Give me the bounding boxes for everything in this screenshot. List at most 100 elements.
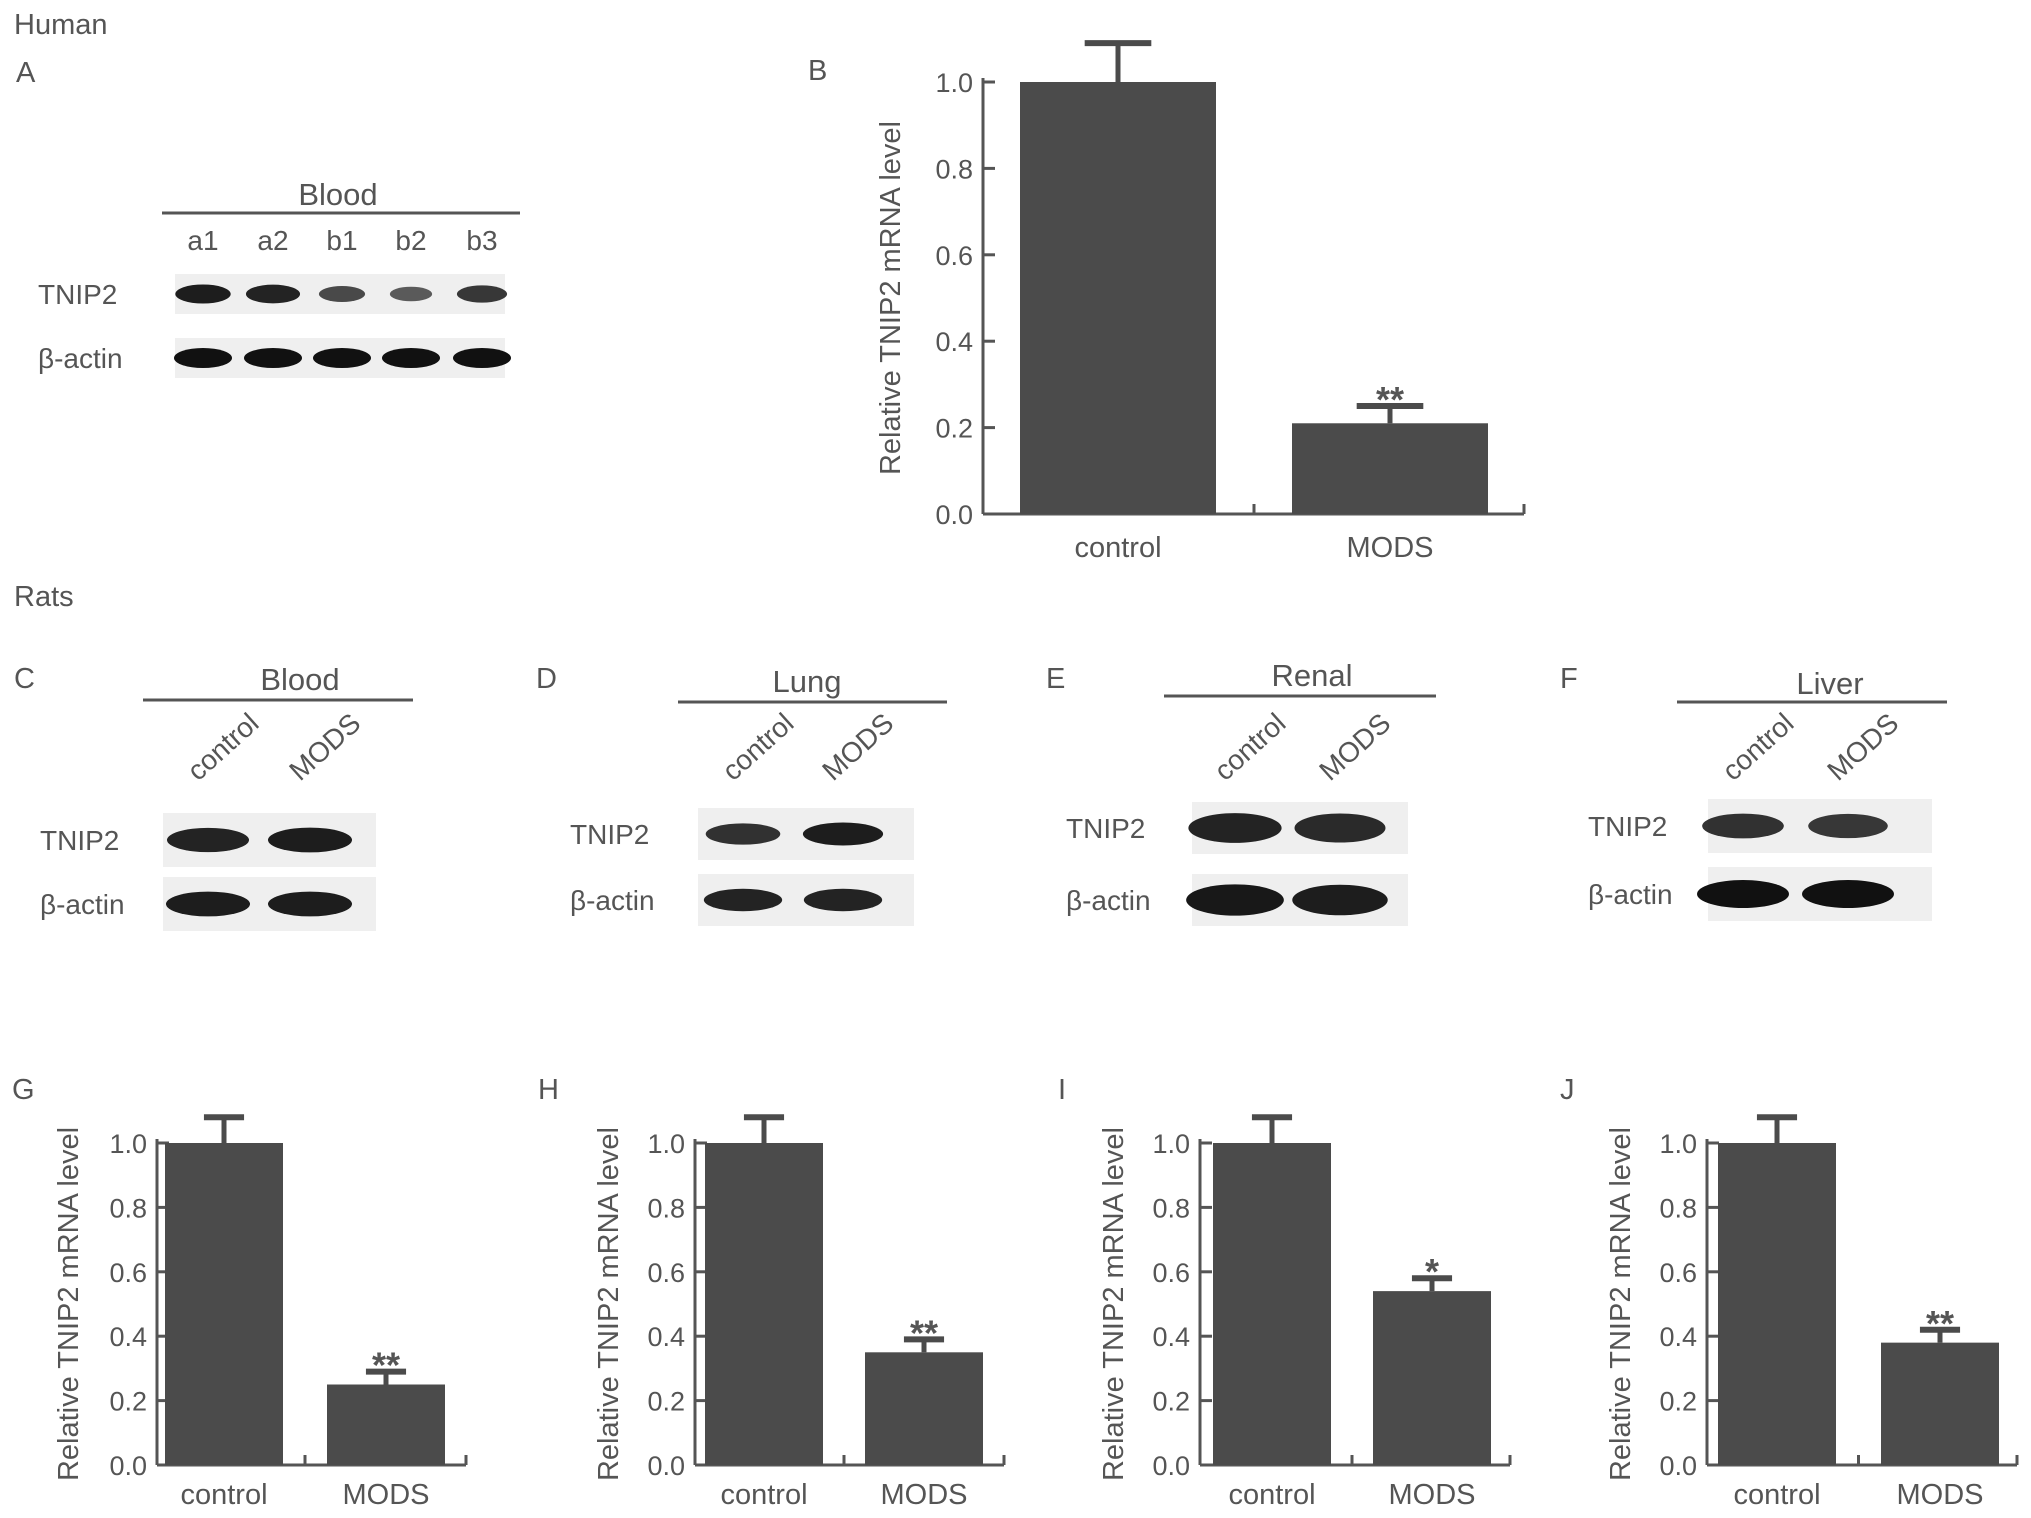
blot-tissue-label: Blood — [260, 662, 339, 697]
panel-letter: G — [12, 1074, 35, 1106]
y-tick-label: 0.4 — [1152, 1322, 1190, 1352]
bar-chart-j: J 0.0 0.2 0.4 0.6 0.8 1.0 Relative TNIP2 mRNA l… — [1560, 1074, 2019, 1511]
blot-band — [1186, 884, 1284, 916]
lane-label: control — [181, 707, 264, 786]
lane-label: b3 — [466, 225, 497, 256]
y-tick-label: 0.6 — [109, 1258, 147, 1288]
blot-band — [165, 891, 251, 917]
y-tick-label: 0.8 — [109, 1193, 147, 1223]
panel-letter: I — [1058, 1074, 1066, 1106]
blot-band — [174, 348, 232, 368]
x-category-label: control — [1733, 1479, 1820, 1511]
lane-label: b1 — [326, 225, 357, 256]
y-tick-label: 0.2 — [1659, 1387, 1697, 1417]
lane-label: control — [1716, 707, 1799, 786]
bar-mods — [1292, 423, 1488, 514]
blot-tissue-label: Renal — [1272, 658, 1353, 693]
y-tick-label: 0.4 — [935, 327, 973, 357]
bar-mods — [1881, 1342, 1999, 1465]
y-tick-label: 0.0 — [1659, 1451, 1697, 1481]
panel-letter: H — [538, 1074, 559, 1106]
blot-band — [267, 827, 353, 853]
lane-label: b2 — [395, 225, 426, 256]
x-category-label: MODS — [881, 1479, 968, 1511]
blot-panel-c: C Blood control MODS TNIP2 β-actin — [14, 662, 413, 931]
blot-band — [166, 827, 250, 853]
y-tick-label: 0.6 — [1659, 1258, 1697, 1288]
x-category-label: control — [1228, 1479, 1315, 1511]
bar-control — [1020, 82, 1216, 514]
y-tick-label: 0.6 — [647, 1258, 685, 1288]
blot-band — [267, 891, 353, 917]
y-tick-label: 1.0 — [1152, 1129, 1190, 1159]
lane-label: control — [1208, 707, 1291, 786]
blot-band — [456, 285, 508, 303]
row-label: β-actin — [570, 885, 655, 916]
bar-mods — [327, 1384, 445, 1465]
lane-label: a2 — [257, 225, 288, 256]
panel-letter: F — [1560, 663, 1578, 695]
x-category-label: MODS — [1389, 1479, 1476, 1511]
bar-mods — [1373, 1291, 1491, 1465]
blot-band — [244, 348, 302, 368]
bar-chart-h: H 0.0 0.2 0.4 0.6 0.8 1.0 Relative TNIP2 mRNA l… — [538, 1074, 1006, 1511]
y-tick-label: 0.0 — [935, 500, 973, 530]
blot-band — [245, 284, 301, 304]
row-label: β-actin — [1588, 879, 1673, 910]
blot-band — [1808, 813, 1888, 839]
blot-band — [1697, 880, 1789, 908]
y-axis-label: Relative TNIP2 mRNA level — [1098, 1127, 1130, 1481]
blot-tissue-label: Liver — [1796, 666, 1863, 701]
x-category-label: control — [180, 1479, 267, 1511]
blot-band — [1802, 880, 1894, 908]
bar-control — [1213, 1143, 1331, 1465]
y-tick-label: 0.6 — [1152, 1258, 1190, 1288]
panel-letter: E — [1046, 663, 1065, 695]
y-tick-label: 1.0 — [1659, 1129, 1697, 1159]
y-axis-label: Relative TNIP2 mRNA level — [53, 1127, 85, 1481]
blot-panel-e: E Renal control MODS TNIP2 β-actin — [1046, 658, 1436, 926]
blot-panel-d: D Lung control MODS TNIP2 β-actin — [536, 663, 947, 926]
y-tick-label: 1.0 — [935, 68, 973, 98]
significance-marker: ** — [910, 1312, 938, 1353]
y-tick-label: 0.2 — [1152, 1387, 1190, 1417]
lane-label: MODS — [1313, 707, 1396, 786]
x-category-label: MODS — [343, 1479, 430, 1511]
bar-chart-b: B 0.0 0.2 0.4 0.6 0.8 1.0 Relative TNIP2 mRNA l… — [808, 40, 1526, 564]
row-label: TNIP2 — [1588, 811, 1667, 842]
y-tick-label: 1.0 — [647, 1129, 685, 1159]
bar-chart-g: G 0.0 0.2 0.4 0.6 0.8 1.0 Relative TNIP2 mRNA l… — [12, 1074, 468, 1511]
blot-band — [453, 348, 511, 368]
panel-letter: B — [808, 55, 827, 87]
y-tick-label: 0.2 — [647, 1387, 685, 1417]
blot-panel-f: F Liver control MODS TNIP2 β-actin — [1560, 663, 1947, 921]
bar-mods — [865, 1352, 983, 1465]
panel-letter: C — [14, 663, 35, 695]
panel-letter: J — [1560, 1074, 1575, 1106]
bar-chart-i: I 0.0 0.2 0.4 0.6 0.8 1.0 Relative TNIP2 mRNA l… — [1058, 1074, 1512, 1511]
blot-band — [802, 822, 884, 846]
row-label: β-actin — [40, 889, 125, 920]
y-tick-label: 0.0 — [647, 1451, 685, 1481]
x-category-label: control — [720, 1479, 807, 1511]
y-axis-label: Relative TNIP2 mRNA level — [1605, 1127, 1637, 1481]
blot-band — [382, 348, 440, 368]
x-category-label: MODS — [1347, 532, 1434, 564]
significance-marker: * — [1425, 1251, 1439, 1292]
blot-tissue-label: Blood — [298, 177, 377, 212]
blot-panel-a: A Blood a1 a2 b1 b2 b3 TNIP2 β-actin — [16, 57, 520, 378]
row-label: TNIP2 — [38, 279, 117, 310]
y-tick-label: 0.2 — [109, 1387, 147, 1417]
bar-control — [165, 1143, 283, 1465]
significance-marker: ** — [372, 1345, 400, 1386]
section-label-human: Human — [14, 9, 108, 41]
lane-label: control — [716, 707, 799, 786]
y-tick-label: 0.8 — [647, 1193, 685, 1223]
y-tick-label: 0.0 — [109, 1451, 147, 1481]
western-blots: A Blood a1 a2 b1 b2 b3 TNIP2 β-actin C Blood contro… — [14, 57, 1947, 931]
y-tick-label: 0.2 — [935, 414, 973, 444]
blot-band — [705, 823, 781, 845]
panel-letter: A — [16, 57, 36, 89]
row-label: β-actin — [38, 343, 123, 374]
blot-band — [1702, 813, 1784, 839]
